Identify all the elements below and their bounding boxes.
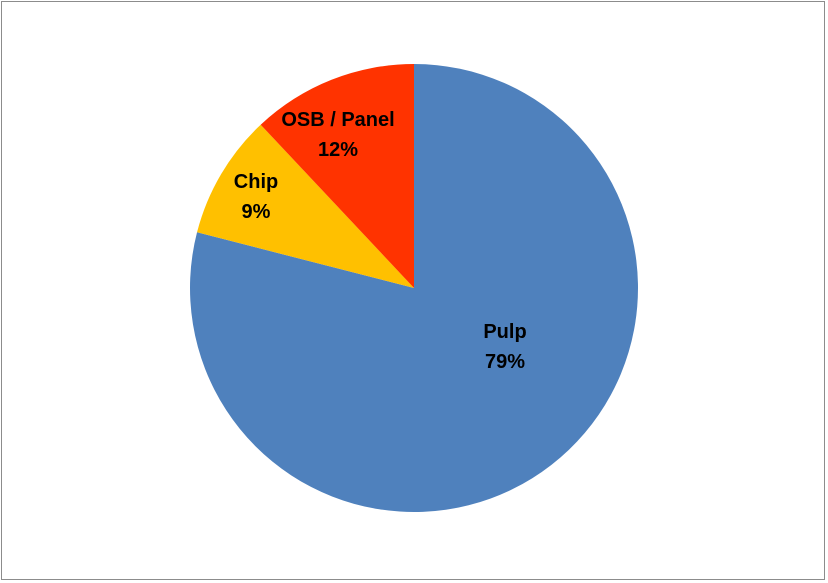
pie-slice-pulp bbox=[190, 64, 639, 512]
slice-label-chip: Chip bbox=[234, 171, 278, 193]
pie-slice-osb-panel bbox=[260, 64, 414, 288]
slice-value-chip: 9% bbox=[242, 201, 271, 223]
slice-labels: Pulp 79% Chip 9% OSB / Panel 12% bbox=[234, 109, 527, 373]
slice-value-osb-panel: 12% bbox=[318, 139, 358, 161]
pie-slice-chip bbox=[197, 124, 414, 289]
pie-slices bbox=[190, 64, 639, 512]
slice-label-osb-panel: OSB / Panel bbox=[281, 109, 394, 131]
slice-label-pulp: Pulp bbox=[483, 321, 526, 343]
slice-value-pulp: 79% bbox=[485, 351, 525, 373]
